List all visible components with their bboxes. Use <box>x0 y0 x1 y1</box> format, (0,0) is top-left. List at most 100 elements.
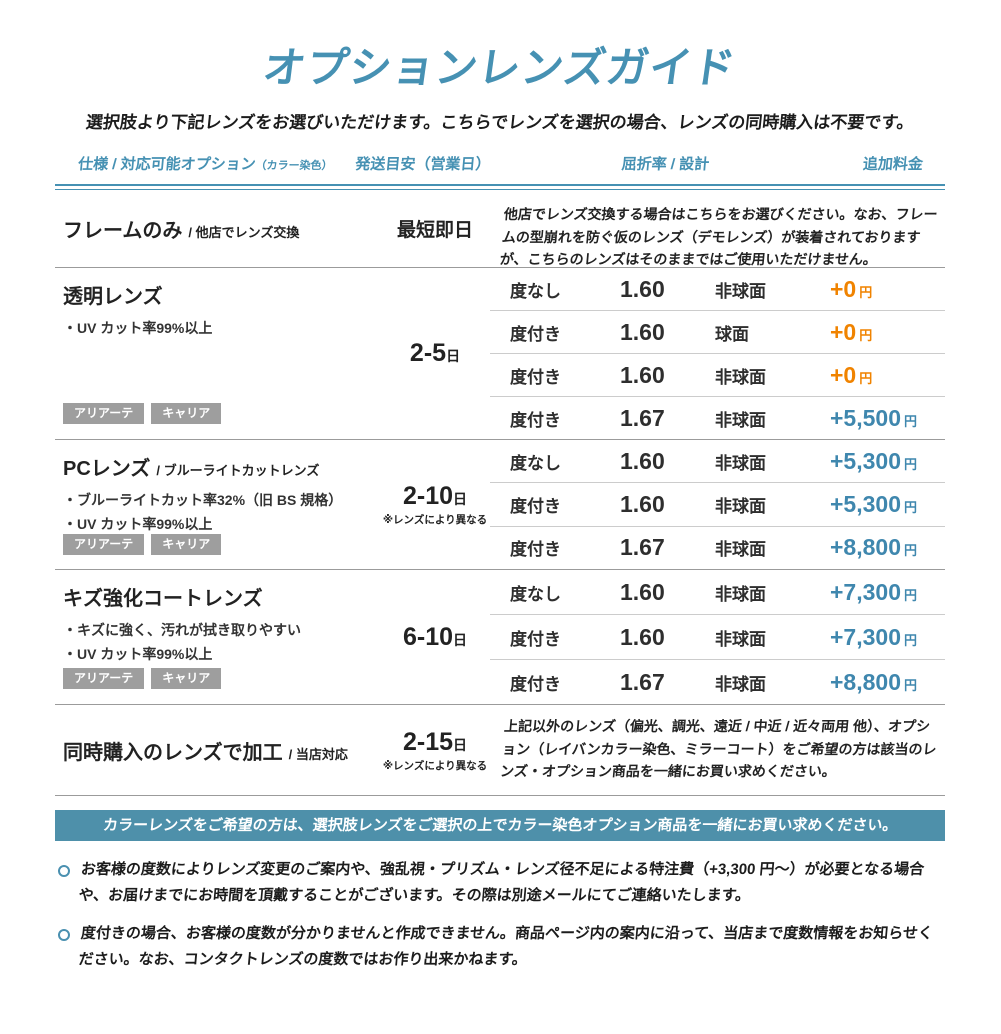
refractive-index: 1.60 <box>620 318 665 345</box>
page-subtitle: 選択肢より下記レンズをお選びいただけます。こちらでレンズを選択の場合、レンズの同… <box>84 113 915 132</box>
refractive-index: 1.60 <box>620 623 665 650</box>
lens-design: 非球面 <box>715 540 766 560</box>
lens-type: 度付き <box>510 410 561 430</box>
lens-type: 度付き <box>510 367 561 387</box>
column-header-spec: 仕様 / 対応可能オプション（カラー染色） <box>77 156 333 173</box>
lens-rows: 度なし 1.60 非球面 +5,300 円 度付き 1.60 非球面 +5,300… <box>490 440 945 569</box>
spec-cell: キズ強化コートレンズ ・キズに強く、汚れが拭き取りやすい ・UV カット率99%… <box>55 570 380 704</box>
footnote-item: お客様の度数によりレンズ変更のご案内や、強乱視・プリズム・レンズ径不足による特注… <box>55 857 945 910</box>
color-lens-banner: カラーレンズをご希望の方は、選択肢レンズをご選択の上でカラー染色オプション商品を… <box>55 810 945 841</box>
yen-suffix: 円 <box>904 543 918 559</box>
lens-row: 度付き 1.60 非球面 +0 円 <box>490 353 945 396</box>
lens-row: 度付き 1.60 非球面 +5,300 円 <box>490 482 945 525</box>
refractive-index: 1.67 <box>620 404 665 431</box>
brand-badge: キャリア <box>151 403 222 424</box>
section-frame-only: フレームのみ / 他店でレンズ交換 最短即日 他店でレンズ交換する場合はこちらをお… <box>55 190 945 268</box>
lens-type: 度付き <box>510 324 561 344</box>
price-value: +7,300 円 <box>830 623 918 650</box>
spec-cell: 同時購入のレンズで加工 / 当店対応 <box>55 705 380 795</box>
refractive-index: 1.67 <box>620 668 665 695</box>
page-title: オプションレンズガイド <box>260 44 739 91</box>
shipping-cell: 2-15日 ※レンズにより異なる <box>380 705 490 795</box>
lens-type: 度なし <box>510 281 561 301</box>
price-value: +8,800 円 <box>830 668 918 695</box>
spec-title: 透明レンズ <box>63 280 380 309</box>
circle-bullet-icon <box>58 928 70 941</box>
price-value: +0 円 <box>830 361 873 388</box>
brand-badge: アリアーテ <box>63 668 145 689</box>
shipping-cell: 2-10日 ※レンズにより異なる <box>380 440 490 569</box>
footnote-text: 度付きの場合、お客様の度数が分かりませんと作成できません。商品ページ内の案内に沿… <box>77 924 934 968</box>
shipping-note: ※レンズにより異なる <box>382 759 488 772</box>
spec-name: キズ強化コートレンズ <box>63 588 263 610</box>
spec-cell: PCレンズ / ブルーライトカットレンズ ・ブルーライトカット率32%（旧 BS … <box>55 440 380 569</box>
yen-suffix: 円 <box>859 284 873 300</box>
brand-badge: キャリア <box>151 534 222 555</box>
refractive-index: 1.60 <box>620 578 665 605</box>
price-value: +5,300 円 <box>830 447 918 474</box>
section-pc-lens: PCレンズ / ブルーライトカットレンズ ・ブルーライトカット率32%（旧 BS … <box>55 440 945 570</box>
footnote-item: 度付きの場合、お客様の度数が分かりませんと作成できません。商品ページ内の案内に沿… <box>55 921 945 974</box>
refractive-index: 1.60 <box>620 361 665 388</box>
shipping-duration: 2-5 <box>409 339 447 367</box>
refractive-index: 1.60 <box>620 490 665 517</box>
column-header-price: 追加料金 <box>862 156 924 173</box>
shipping-duration: 2-10 <box>402 482 454 510</box>
column-header-refraction: 屈折率 / 設計 <box>620 156 710 173</box>
brand-badge: アリアーテ <box>63 403 145 424</box>
shipping-unit: 日 <box>446 348 461 364</box>
lens-type: 度なし <box>510 453 561 473</box>
section-scratch-resistant-lens: キズ強化コートレンズ ・キズに強く、汚れが拭き取りやすい ・UV カット率99%… <box>55 570 945 705</box>
brand-badges: アリアーテ キャリア <box>63 668 380 689</box>
lens-rows: 度なし 1.60 非球面 +7,300 円 度付き 1.60 非球面 +7,300… <box>490 570 945 704</box>
lens-design: 非球面 <box>715 453 766 473</box>
lens-design: 非球面 <box>715 367 766 387</box>
header-divider <box>55 184 945 190</box>
yen-suffix: 円 <box>904 587 918 603</box>
lens-type: 度なし <box>510 584 561 604</box>
section-description: 上記以外のレンズ（偏光、調光、遠近 / 中近 / 近々両用 他）、オプション（レ… <box>499 718 938 780</box>
feature-item: ・UV カット率99%以上 <box>63 320 213 336</box>
feature-item: ・UV カット率99%以上 <box>63 646 213 662</box>
shipping-unit: 日 <box>453 491 468 507</box>
lens-row: 度なし 1.60 非球面 +7,300 円 <box>490 570 945 614</box>
lens-design: 非球面 <box>715 281 766 301</box>
spec-title: 同時購入のレンズで加工 / 当店対応 <box>63 736 380 765</box>
price-value: +0 円 <box>830 275 873 302</box>
shipping-duration: 2-15 <box>402 727 454 756</box>
refractive-index: 1.60 <box>620 275 665 302</box>
section-processing-with-purchased-lens: 同時購入のレンズで加工 / 当店対応 2-15日 ※レンズにより異なる 上記以外の… <box>55 705 945 796</box>
lens-row: 度付き 1.60 球面 +0 円 <box>490 310 945 353</box>
price-value: +5,500 円 <box>830 404 918 431</box>
brand-badge: キャリア <box>151 668 222 689</box>
lens-row: 度なし 1.60 非球面 +5,300 円 <box>490 440 945 482</box>
color-lens-banner-text: カラーレンズをご希望の方は、選択肢レンズをご選択の上でカラー染色オプション商品を… <box>102 817 898 834</box>
yen-suffix: 円 <box>859 327 873 343</box>
footnote-text: お客様の度数によりレンズ変更のご案内や、強乱視・プリズム・レンズ径不足による特注… <box>77 861 925 905</box>
spec-cell: フレームのみ / 他店でレンズ交換 <box>55 190 380 267</box>
table-header-row: 仕様 / 対応可能オプション（カラー染色） 発送目安（営業日） 屈折率 / 設計… <box>54 153 947 184</box>
yen-suffix: 円 <box>904 456 918 472</box>
lens-design: 非球面 <box>715 629 766 649</box>
lens-type: 度付き <box>510 629 561 649</box>
lens-row: 度付き 1.67 非球面 +8,800 円 <box>490 659 945 704</box>
feature-item: ・キズに強く、汚れが拭き取りやすい <box>63 622 301 638</box>
yen-suffix: 円 <box>904 499 918 515</box>
spec-title: キズ強化コートレンズ <box>63 582 380 611</box>
option-lens-guide-page: オプションレンズガイド 選択肢より下記レンズをお選びいただけます。こちらでレンズ… <box>0 34 1001 1034</box>
shipping-duration: 最短即日 <box>396 220 473 241</box>
spec-name: フレームのみ <box>63 220 183 242</box>
shipping-cell: 2-5日 <box>380 268 490 439</box>
yen-suffix: 円 <box>904 677 918 693</box>
lens-row: 度付き 1.67 非球面 +8,800 円 <box>490 525 945 569</box>
lens-type: 度付き <box>510 496 561 516</box>
refractive-index: 1.67 <box>620 534 665 561</box>
lens-design: 球面 <box>715 324 749 344</box>
lens-rows: 度なし 1.60 非球面 +0 円 度付き 1.60 球面 +0 円 度付き 1.6… <box>490 268 945 439</box>
lens-design: 非球面 <box>715 584 766 604</box>
yen-suffix: 円 <box>859 370 873 386</box>
lens-design: 非球面 <box>715 496 766 516</box>
footnotes: お客様の度数によりレンズ変更のご案内や、強乱視・プリズム・レンズ径不足による特注… <box>55 857 945 973</box>
brand-badges: アリアーテ キャリア <box>63 534 380 555</box>
spec-name: PCレンズ <box>63 458 151 480</box>
